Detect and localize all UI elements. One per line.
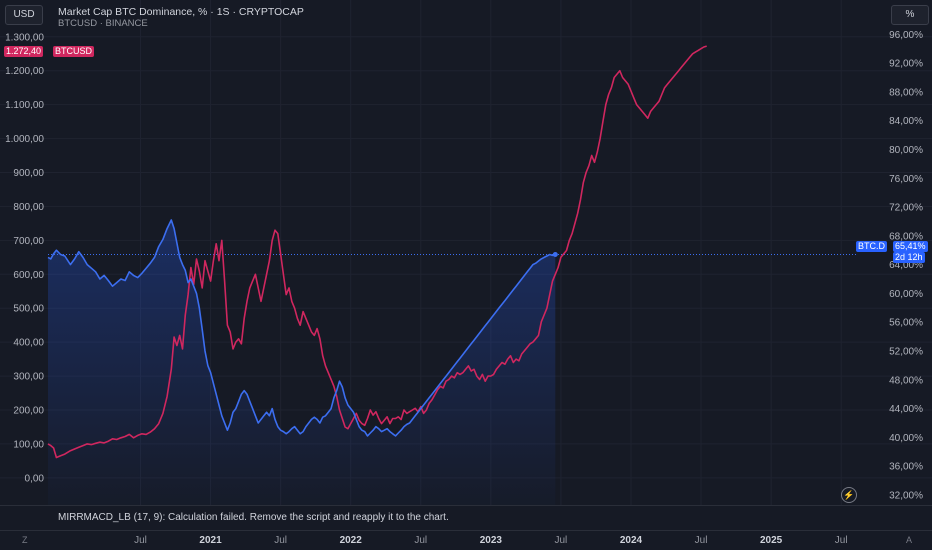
btcd-symbol-badge: BTC.D [856,241,887,252]
time-tick-label: 2024 [620,535,643,546]
right-axis: 96,00% 92,00% 88,00% 84,00% 80,00% 76,00% 72,0… [889,30,923,502]
btcusd-price-badge: 1.272,40 [4,46,44,57]
right-tick-label: 44,00% [889,404,923,415]
time-tick-label: Jul [695,535,708,546]
time-axis-separator [0,530,932,531]
right-tick-label: 36,00% [889,462,923,473]
right-tick-label: 32,00% [889,490,923,501]
left-tick-label: 100,00 [13,439,44,450]
left-tick-label: 1.300,00 [5,32,44,43]
time-tick-label: Jul [835,535,848,546]
time-tick-label: Jul [134,535,147,546]
left-tick-label: 700,00 [13,236,44,247]
time-tick-label: 2023 [480,535,503,546]
right-tick-label: 92,00% [889,59,923,70]
right-tick-label: 72,00% [889,203,923,214]
right-tick-label: 64,00% [889,260,923,271]
btc-dominance-area [48,220,556,505]
right-tick-label: 80,00% [889,145,923,156]
right-tick-label: 96,00% [889,30,923,41]
left-tick-label: 600,00 [13,270,44,281]
btcd-countdown-badge: 2d 12h [893,252,925,263]
btcd-value-badge: 65,41% [893,241,928,252]
btc-dominance-series-line [47,219,556,437]
left-tick-label: 200,00 [13,406,44,417]
time-axis: Jul 2021 Jul 2022 Jul 2023 Jul 2024 Jul 2025 Jul [134,535,847,546]
right-tick-label: 84,00% [889,116,923,127]
left-axis: 1.300,00 1.200,00 1.100,00 1.000,00 900,00 80… [5,32,44,484]
time-tick-label: Jul [555,535,568,546]
left-tick-label: 400,00 [13,338,44,349]
indicator-error-message: MIRRMACD_LB (17, 9): Calculation failed.… [58,512,449,523]
right-tick-label: 76,00% [889,174,923,185]
right-tick-label: 60,00% [889,289,923,300]
left-tick-label: 1.100,00 [5,100,44,111]
series-end-dot [552,251,558,257]
btcusd-series-line [47,45,707,459]
right-tick-label: 40,00% [889,433,923,444]
indicator-separator [0,505,932,506]
right-tick-label: 48,00% [889,375,923,386]
left-tick-label: 1.200,00 [5,66,44,77]
left-tick-label: 1.000,00 [5,134,44,145]
btcusd-symbol-badge: BTCUSD [53,46,95,57]
currency-button[interactable]: USD [5,5,43,25]
left-tick-label: 300,00 [13,372,44,383]
right-tick-label: 68,00% [889,231,923,242]
zoom-right-label[interactable]: A [906,535,913,545]
zoom-left-label[interactable]: Z [22,535,28,545]
lightning-icon[interactable]: ⚡ [841,487,857,503]
right-tick-label: 56,00% [889,318,923,329]
time-tick-label: 2025 [760,535,783,546]
percent-scale-button[interactable]: % [891,5,929,25]
time-tick-label: 2022 [340,535,363,546]
right-tick-label: 88,00% [889,87,923,98]
chart-title: Market Cap BTC Dominance, % · 1S · CRYPT… [58,6,304,18]
time-tick-label: Jul [414,535,427,546]
left-tick-label: 500,00 [13,304,44,315]
left-tick-label: 0,00 [25,473,45,484]
chart-subtitle: BTCUSD · BINANCE [58,18,148,29]
right-tick-label: 52,00% [889,346,923,357]
time-tick-label: 2021 [199,535,222,546]
left-tick-label: 800,00 [13,202,44,213]
left-tick-label: 900,00 [13,168,44,179]
time-tick-label: Jul [274,535,287,546]
